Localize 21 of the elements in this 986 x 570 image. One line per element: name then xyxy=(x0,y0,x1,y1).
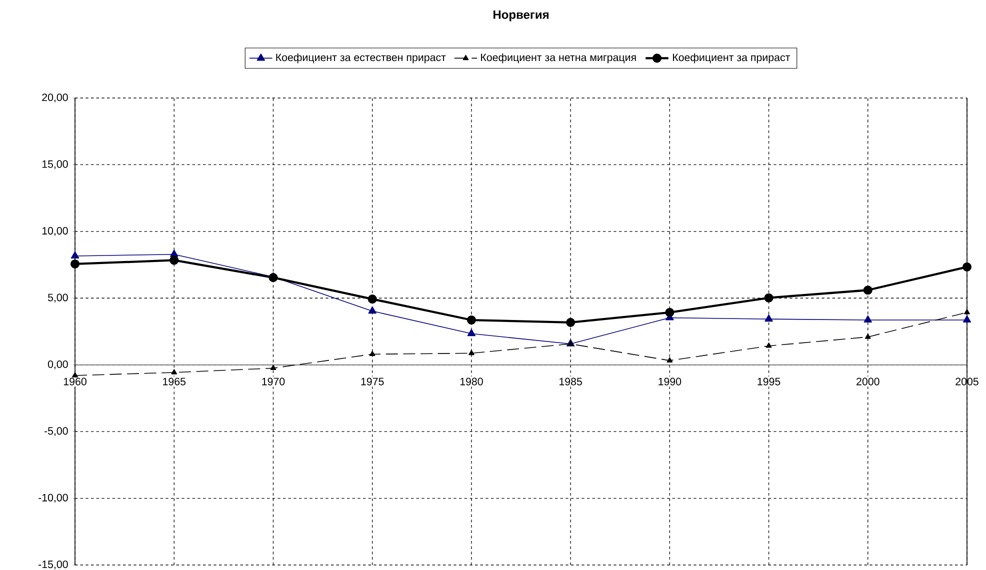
x-tick-label: 1995 xyxy=(758,378,780,386)
legend-label: Коефициент за естествен прираст xyxy=(276,53,446,64)
x-tick-label: 1990 xyxy=(658,378,682,386)
x-tick-label: 1980 xyxy=(460,378,483,386)
legend-label: Коефициент за нетна миграция xyxy=(481,53,636,64)
y-tick-label: -15,00 xyxy=(38,560,68,570)
x-tick-label: 1975 xyxy=(361,378,384,386)
y-tick-label: 5,00 xyxy=(48,294,68,303)
y-tick-label: 10,00 xyxy=(42,227,68,236)
x-tick-label: 1970 xyxy=(262,378,285,386)
x-tick-label: 1965 xyxy=(163,378,186,386)
x-tick-label: 2000 xyxy=(856,378,880,386)
x-tick-label: 1985 xyxy=(560,378,582,386)
chart-title: Норвегия xyxy=(494,10,548,22)
y-tick-label: 20,00 xyxy=(42,94,68,102)
x-tick-label: 1960 xyxy=(64,378,86,386)
y-tick-label: 15,00 xyxy=(42,160,68,170)
y-tick-label: -10,00 xyxy=(38,494,68,503)
legend-label: Коефициент за прираст xyxy=(672,53,790,64)
y-tick-label: -5,00 xyxy=(44,427,68,436)
y-tick-label: 0,00 xyxy=(48,360,68,370)
